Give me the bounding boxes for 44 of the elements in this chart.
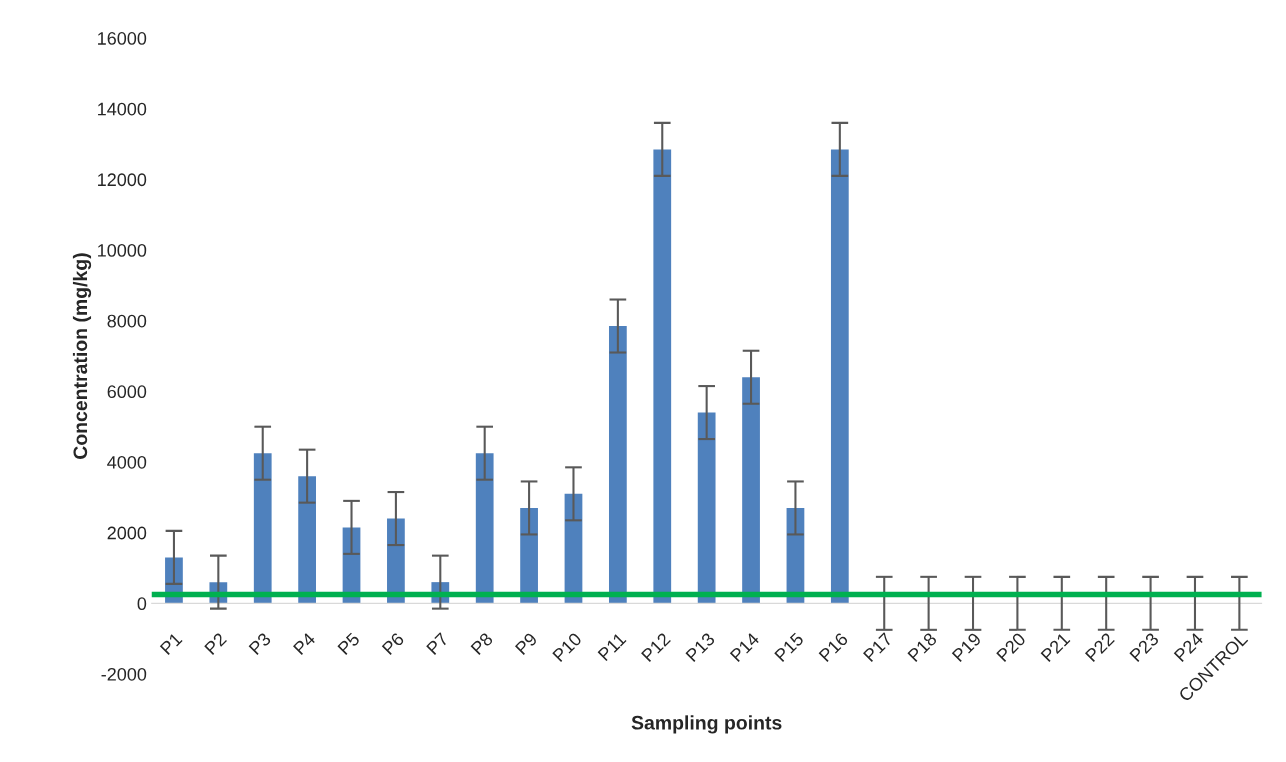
bar [475, 453, 494, 604]
x-tick-label: P23 [1129, 632, 1160, 663]
y-tick-label: 0 [137, 597, 147, 611]
x-tick-label: P12 [640, 632, 671, 663]
bar [653, 149, 672, 604]
bar [697, 412, 716, 604]
y-tick-label: 12000 [98, 173, 147, 187]
x-tick-label: P1 [159, 632, 183, 655]
bar [742, 377, 760, 604]
x-tick-label: P14 [729, 631, 760, 663]
bar [608, 326, 627, 604]
y-tick-label: 14000 [98, 102, 147, 116]
x-axis-title: Sampling points [631, 715, 782, 734]
x-tick-label: P16 [818, 632, 849, 663]
x-tick-label: P8 [470, 632, 494, 656]
x-tick-label: P22 [1084, 632, 1115, 663]
y-tick-label: 16000 [98, 32, 147, 45]
x-tick-label: P18 [907, 632, 938, 663]
y-axis-title: Concentration (mg/kg) [72, 253, 92, 459]
bar [253, 453, 272, 604]
bar [298, 476, 316, 604]
x-tick-label: P11 [597, 632, 627, 662]
y-tick-label: 10000 [98, 244, 147, 257]
y-tick-label: 8000 [107, 314, 147, 328]
y-tick-label: -2000 [101, 667, 147, 681]
x-tick-label: P9 [514, 632, 538, 656]
x-tick-label: P5 [337, 632, 361, 656]
x-tick-label: P10 [552, 631, 583, 663]
x-tick-label: P13 [685, 632, 716, 663]
x-tick-label: P3 [248, 632, 272, 656]
x-tick-label: P19 [951, 632, 982, 663]
x-tick-label: P6 [381, 632, 405, 656]
bar [520, 507, 538, 604]
x-tick-label: P20 [996, 631, 1027, 663]
x-tick-label: P15 [774, 632, 805, 663]
x-tick-label: P4 [293, 631, 316, 655]
x-tick-label: P7 [426, 632, 449, 655]
y-tick-label: 4000 [107, 455, 147, 469]
x-tick-label: P17 [863, 632, 893, 663]
y-tick-label: 2000 [107, 526, 147, 540]
bar [830, 149, 849, 604]
x-tick-label: P2 [204, 632, 227, 655]
x-tick-label: P21 [1040, 632, 1071, 663]
y-tick-label: 6000 [107, 385, 147, 399]
